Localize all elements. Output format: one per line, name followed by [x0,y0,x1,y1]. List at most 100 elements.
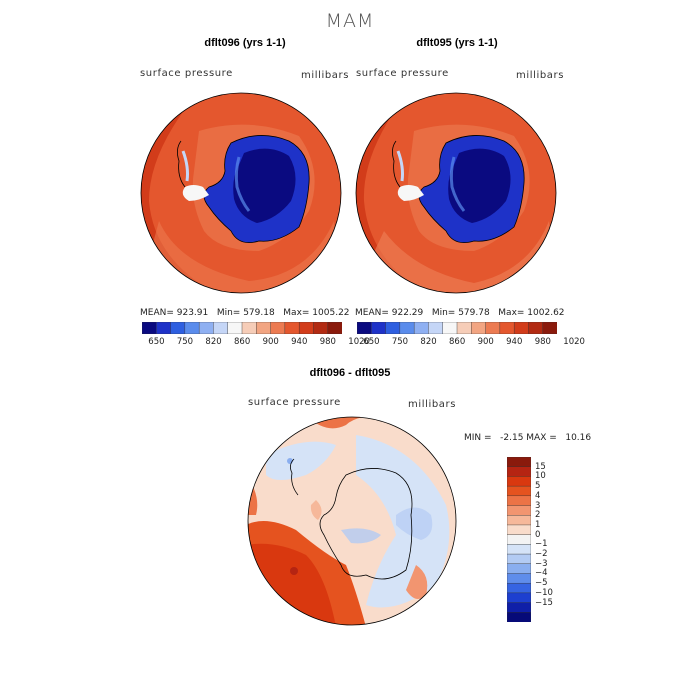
diff-colorbar-swatch [507,515,531,526]
right-mean: MEAN= 922.29 [355,308,424,318]
left-polar-map [140,92,342,294]
colorbar-swatch [485,322,501,334]
colorbar-swatch [513,322,529,334]
diff-colorbar-swatch [507,495,531,507]
colorbar-swatch [385,322,401,334]
colorbar-swatch [456,322,472,334]
diff-colorbar-tick-label: 2 [535,510,541,521]
colorbar-swatch [442,322,458,334]
colorbar-tick-label: 750 [391,337,409,347]
colorbar-tick-label: 1020 [348,337,370,347]
diff-colorbar-swatch [507,602,531,613]
diff-colorbar-swatch [507,524,531,536]
diff-colorbar-tick-label: 3 [535,500,541,511]
diff-colorbar-swatch [507,582,531,594]
colorbar-tick-label: 860 [449,337,466,347]
colorbar-swatch [256,322,272,334]
colorbar-swatch [327,322,342,334]
diff-colorbar-tick-label: −2 [535,549,548,560]
diff-field-label: surface pressure [248,397,341,408]
colorbar-swatch [198,322,214,334]
colorbar-tick-label: 860 [234,337,251,347]
left-units-label: millibars [301,70,350,81]
diff-colorbar-tick-label: −15 [535,597,553,608]
colorbar-tick-label: 980 [534,337,551,347]
left-panel-title: dflt096 (yrs 1-1) [204,37,286,49]
colorbar-swatch [184,322,200,334]
colorbar-swatch [284,322,300,334]
colorbar-swatch [528,322,544,334]
diff-colorbar-tick-label: 4 [535,490,541,501]
diff-units-label: millibars [408,399,457,410]
colorbar-swatch [298,322,314,334]
diff-colorbar-tick-label: −1 [535,539,548,550]
diff-colorbar-tick-label: −10 [535,587,553,598]
diff-colorbar-tick-label: −3 [535,558,548,569]
colorbar-swatch [471,322,487,334]
right-colorbar [357,322,557,334]
colorbar-tick-label: 820 [420,337,437,347]
diff-colorbar-swatch [507,573,531,584]
right-field-label: surface pressure [356,68,449,79]
diff-colorbar-tick-label: 10 [535,471,546,482]
colorbar-tick-label: 650 [363,337,380,347]
diff-colorbar-tick-label: 0 [535,529,541,540]
colorbar-swatch [270,322,286,334]
colorbar-tick-label: 940 [291,337,308,347]
diff-colorbar-swatch [507,476,531,487]
colorbar-swatch [170,322,186,334]
diff-colorbar-tick-label: 15 [535,461,546,472]
colorbar-tick-label: 1020 [563,337,585,347]
diff-minmax: MIN = -2.15 MAX = 10.16 [464,433,592,443]
diff-colorbar-tick-label: 5 [535,481,541,492]
diff-colorbar-tick-label: −4 [535,568,548,579]
left-colorbar [142,322,342,334]
diff-polar-map [247,416,457,626]
colorbar-swatch [227,322,243,334]
left-min: Min= 579.18 [216,308,275,318]
colorbar-tick-label: 650 [148,337,165,347]
colorbar-swatch [399,322,415,334]
diff-panel-title: dflt096 - dflt095 [309,367,391,379]
colorbar-swatch [313,322,329,334]
left-mean: MEAN= 923.91 [140,308,209,318]
colorbar-swatch [156,322,172,334]
left-stats: MEAN= 923.91 Min= 579.18 Max= 1005.22 [140,308,350,318]
diff-colorbar-swatch [507,534,531,545]
right-polar-map [355,92,557,294]
colorbar-swatch [371,322,387,334]
colorbar-tick-label: 940 [506,337,523,347]
diff-colorbar-ticks: 15 10 5 4 3 2 1 0 −1 −2 −3 −4 −5 −10 −15 [535,457,575,627]
diff-colorbar-swatch [507,563,531,574]
diff-colorbar-swatch [507,466,531,477]
right-units-label: millibars [516,70,565,81]
colorbar-swatch [428,322,444,334]
diff-colorbar-swatch [507,457,531,468]
colorbar-swatch [542,322,557,334]
diff-colorbar [507,457,531,622]
colorbar-swatch [213,322,229,334]
figure-title: MAM [325,10,375,32]
diff-colorbar-tick-label: −5 [535,578,548,589]
diff-colorbar-swatch [507,553,531,565]
right-panel-title: dflt095 (yrs 1-1) [416,37,498,49]
diff-colorbar-swatch [507,505,531,516]
left-field-label: surface pressure [140,68,233,79]
right-stats: MEAN= 922.29 Min= 579.78 Max= 1002.62 [355,308,565,318]
diff-colorbar-swatch [507,592,531,604]
colorbar-swatch [499,322,515,334]
right-colorbar-ticks: 650 750 820 860 900 940 980 1020 [357,337,585,349]
colorbar-tick-label: 750 [176,337,194,347]
colorbar-swatch [241,322,257,334]
colorbar-tick-label: 980 [319,337,336,347]
left-max: Max= 1005.22 [283,308,350,318]
right-max: Max= 1002.62 [498,308,565,318]
left-colorbar-ticks: 650 750 820 860 900 940 980 1020 [142,337,370,349]
right-min: Min= 579.78 [431,308,490,318]
diff-colorbar-tick-label: 1 [535,519,541,530]
diff-colorbar-swatch [507,485,531,497]
colorbar-tick-label: 900 [262,337,279,347]
colorbar-tick-label: 820 [205,337,222,347]
colorbar-tick-label: 900 [477,337,494,347]
diff-colorbar-swatch [507,544,531,555]
